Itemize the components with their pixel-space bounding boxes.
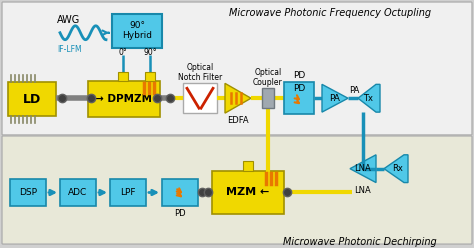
Text: PA: PA bbox=[349, 86, 359, 95]
Text: Optical
Notch Filter: Optical Notch Filter bbox=[178, 63, 222, 82]
Bar bbox=[262, 88, 274, 108]
Text: LNA: LNA bbox=[355, 186, 371, 195]
Text: IF-LFM: IF-LFM bbox=[57, 45, 82, 54]
Bar bbox=[284, 82, 314, 114]
Bar bbox=[243, 161, 253, 171]
Text: Tx: Tx bbox=[363, 94, 373, 103]
Text: PA: PA bbox=[329, 94, 340, 103]
Text: Microwave Photonic Frequency Octupling: Microwave Photonic Frequency Octupling bbox=[229, 8, 431, 18]
Bar bbox=[212, 171, 284, 214]
Polygon shape bbox=[225, 83, 251, 113]
Bar bbox=[60, 179, 96, 206]
Text: DSP: DSP bbox=[19, 188, 37, 197]
Text: AWG: AWG bbox=[57, 15, 80, 25]
Text: 90°
Hybrid: 90° Hybrid bbox=[122, 21, 152, 40]
Text: LD: LD bbox=[23, 93, 41, 106]
Text: Optical
Coupler: Optical Coupler bbox=[253, 68, 283, 87]
Bar bbox=[88, 81, 160, 117]
Text: Microwave Photonic Dechirping: Microwave Photonic Dechirping bbox=[283, 237, 437, 247]
Text: LPF: LPF bbox=[120, 188, 136, 197]
Bar bbox=[183, 83, 217, 113]
Text: 90°: 90° bbox=[143, 48, 157, 57]
Text: MZM ←: MZM ← bbox=[226, 187, 270, 197]
Bar bbox=[110, 179, 146, 206]
Text: → DPMZM: → DPMZM bbox=[95, 94, 153, 104]
Bar bbox=[118, 72, 128, 81]
Bar bbox=[112, 14, 162, 48]
FancyBboxPatch shape bbox=[2, 2, 472, 135]
FancyBboxPatch shape bbox=[2, 136, 472, 244]
Bar bbox=[10, 179, 46, 206]
Text: EDFA: EDFA bbox=[227, 116, 249, 124]
Bar bbox=[145, 72, 155, 81]
Text: PD: PD bbox=[174, 209, 186, 218]
Text: 0°: 0° bbox=[118, 48, 128, 57]
Polygon shape bbox=[322, 84, 348, 112]
Text: LNA: LNA bbox=[355, 164, 371, 173]
Polygon shape bbox=[358, 84, 380, 112]
Text: PD: PD bbox=[293, 84, 305, 93]
Polygon shape bbox=[350, 155, 376, 183]
Polygon shape bbox=[384, 155, 408, 183]
Bar bbox=[162, 179, 198, 206]
Text: Rx: Rx bbox=[392, 164, 403, 173]
Text: ADC: ADC bbox=[68, 188, 88, 197]
Bar bbox=[8, 82, 56, 116]
Text: PD: PD bbox=[293, 71, 305, 80]
